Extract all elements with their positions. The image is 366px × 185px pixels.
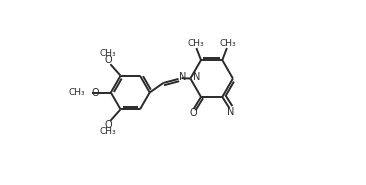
Text: CH₃: CH₃ [100, 49, 116, 58]
Text: N: N [193, 72, 200, 82]
Text: N: N [179, 72, 187, 82]
Text: N: N [227, 107, 234, 117]
Text: O: O [104, 120, 112, 130]
Text: O: O [92, 88, 100, 97]
Text: O: O [104, 55, 112, 65]
Text: CH₃: CH₃ [69, 88, 86, 97]
Text: CH₃: CH₃ [100, 127, 116, 136]
Text: CH₃: CH₃ [187, 39, 204, 48]
Text: CH₃: CH₃ [220, 39, 236, 48]
Text: O: O [190, 108, 197, 118]
